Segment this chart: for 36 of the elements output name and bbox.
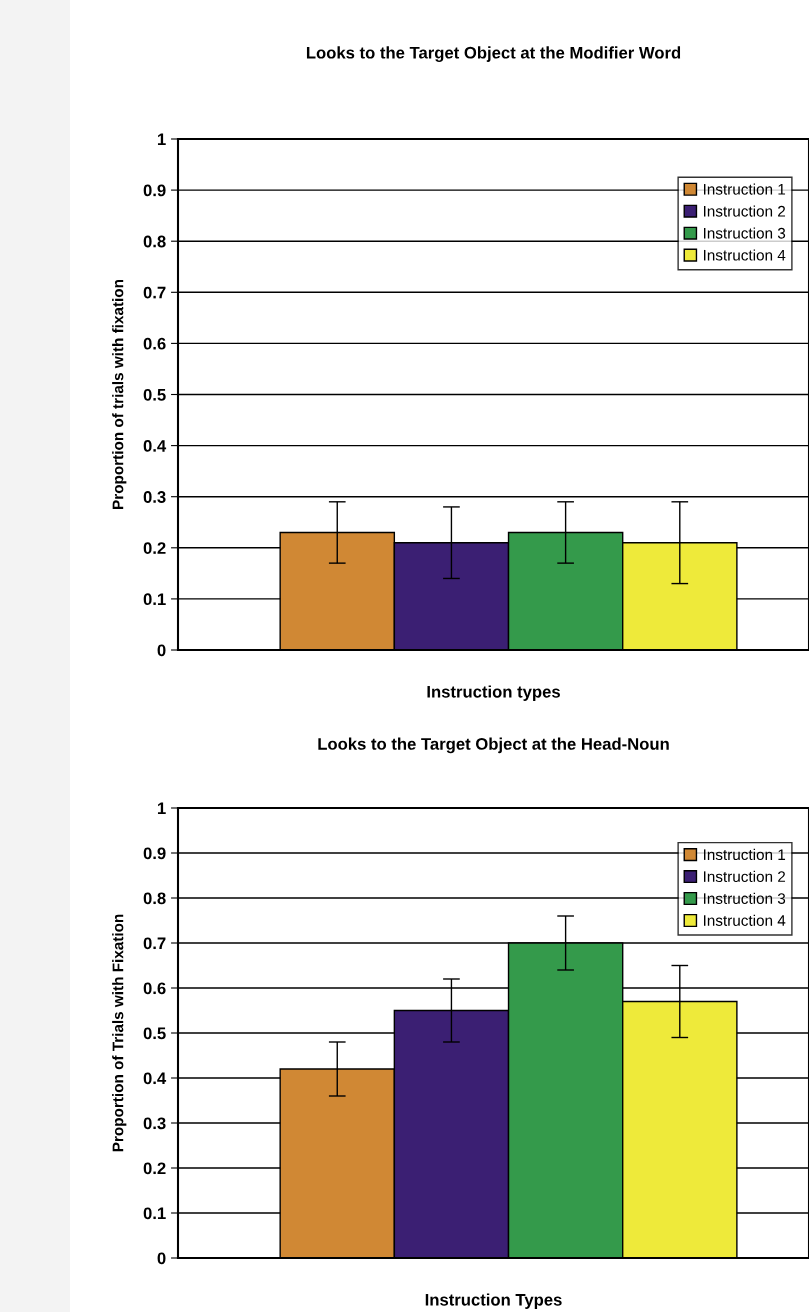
y-tick-label: 0.4 — [143, 440, 167, 452]
y-tick-label: 0.9 — [143, 847, 166, 860]
y-tick-label: 0.5 — [143, 1027, 166, 1040]
y-tick-label: 0 — [157, 1252, 166, 1265]
y-tick-label: 0.4 — [143, 1072, 167, 1085]
x-axis-title: Instruction types — [427, 685, 560, 701]
y-tick-label: 0.6 — [143, 982, 166, 995]
chart-title: Looks to the Target Object at the Head-Noun — [318, 737, 669, 754]
y-tick-label: 0.3 — [143, 1117, 166, 1130]
legend-label: Instruction 2 — [703, 205, 786, 217]
x-axis-title: Instruction Types — [425, 1293, 562, 1309]
y-tick-label: 0.7 — [143, 286, 166, 299]
legend-label: Instruction 3 — [703, 227, 786, 239]
y-tick-label: 0.9 — [143, 184, 166, 197]
y-tick-label: 0.7 — [143, 937, 166, 950]
chart-title: Looks to the Target Object at the Modifier Word — [306, 46, 681, 62]
y-tick-label: 0.2 — [143, 542, 166, 554]
y-axis-title: Proportion of Trials with Fixation — [112, 914, 127, 1152]
legend-label: Instruction 1 — [703, 183, 786, 195]
y-tick-label: 0.8 — [143, 235, 166, 248]
y-tick-label: 0.5 — [143, 388, 166, 401]
legend-label: Instruction 2 — [703, 870, 786, 883]
legend-label: Instruction 3 — [703, 892, 786, 904]
y-tick-label: 0.2 — [143, 1162, 166, 1175]
y-tick-label: 0 — [157, 644, 166, 657]
y-tick-label: 1 — [157, 133, 166, 146]
legend-label: Instruction 1 — [703, 848, 786, 861]
y-tick-label: 0.8 — [143, 892, 166, 905]
y-tick-label: 0.1 — [143, 1207, 166, 1220]
legend-label: Instruction 4 — [703, 249, 786, 261]
y-tick-label: 1 — [157, 802, 166, 815]
y-tick-label: 0.1 — [143, 593, 166, 606]
y-tick-label: 0.6 — [143, 337, 166, 350]
y-axis-title: Proportion of trials with fixation — [112, 280, 127, 509]
y-tick-label: 0.3 — [143, 491, 166, 503]
legend-label: Instruction 4 — [703, 914, 786, 926]
